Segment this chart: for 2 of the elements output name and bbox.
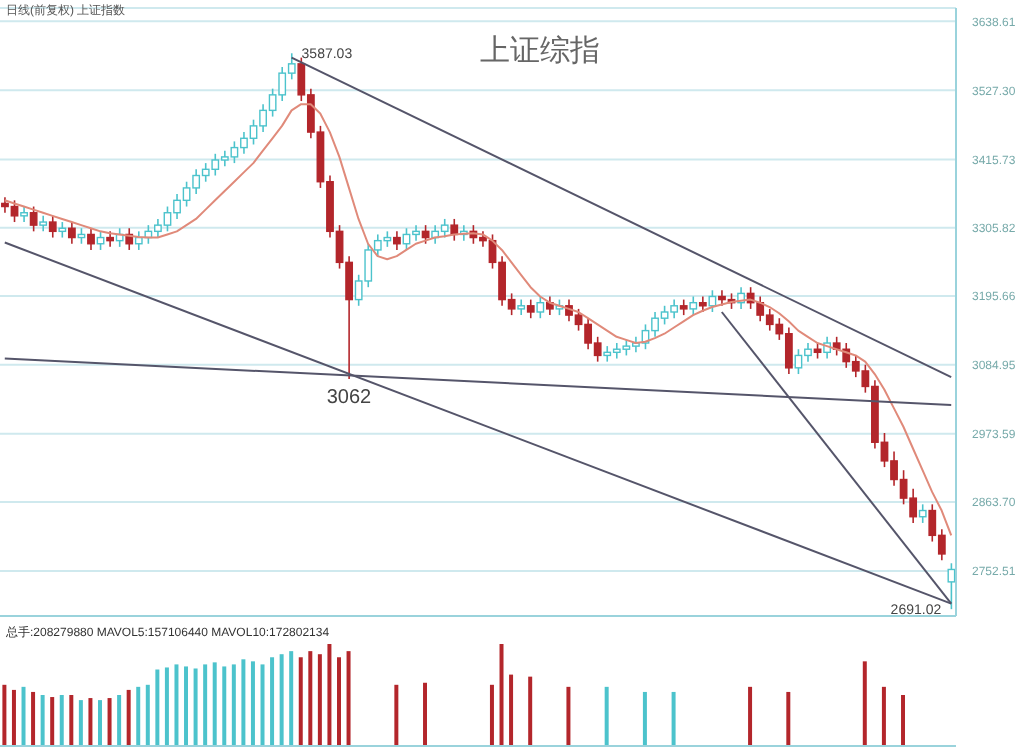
text: 上证综指 (480, 32, 600, 70)
annotation: 3062 (326, 387, 373, 410)
